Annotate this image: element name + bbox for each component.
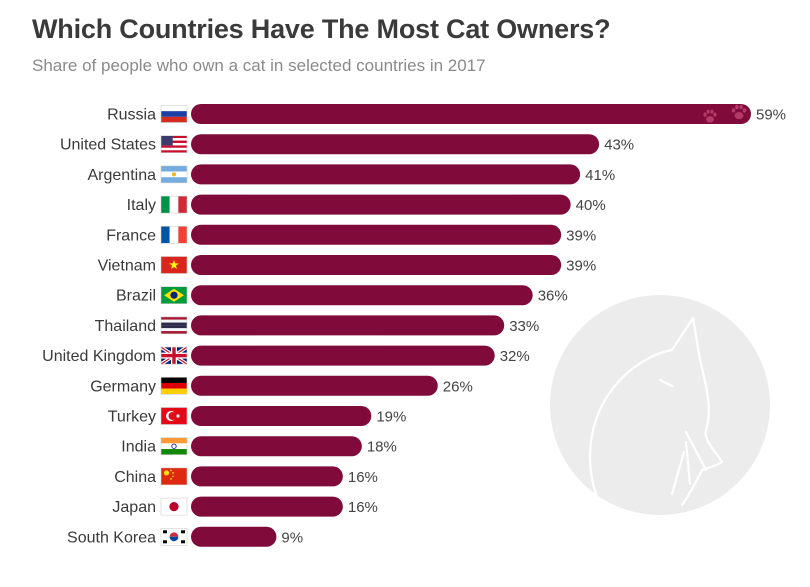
chart-row: United States 43% [60,134,634,155]
bar [191,285,533,306]
flag-united-states-icon [160,135,188,153]
chart-row: Brazil 36% [116,285,568,306]
flag-south-korea-icon [160,527,188,546]
value-label: 36% [538,288,568,305]
value-label: 41% [585,167,615,184]
chart-row: France 39% [106,224,596,245]
bar [191,345,495,366]
category-label: India [121,439,156,456]
bar [191,194,571,215]
bar [191,164,581,185]
category-label: Vietnam [98,258,156,275]
flag-brazil-icon [160,286,188,305]
bar [191,526,277,547]
chart-row: South Korea 9% [67,526,303,547]
value-label: 39% [566,227,596,244]
value-label: 59% [756,107,786,124]
bar [191,375,438,396]
category-label: Brazil [116,288,156,305]
chart-row: Japan 16% [112,496,378,517]
bar [191,315,505,336]
value-label: 16% [348,469,378,486]
paw-print-icon [731,104,747,120]
flag-france-icon [160,226,188,244]
flag-india-icon [160,437,188,456]
chart-row: Thailand 33% [95,315,539,336]
flag-argentina-icon [160,165,188,184]
bar [191,466,343,487]
flag-china-icon [160,467,188,486]
chart-row: Vietnam 39% [98,255,596,275]
value-label: 9% [281,529,303,546]
value-label: 43% [604,137,634,154]
flag-germany-icon [160,376,188,395]
chart-rows: Russia 59% United States 43% Argentina 41% Ita… [42,104,786,547]
bar [191,224,562,245]
chart-row: Turkey 19% [108,406,406,426]
flag-turkey-icon [160,407,188,425]
background-circle [550,295,770,515]
flag-italy-icon [160,195,188,214]
cat-outline-icon [589,316,724,507]
chart-row: United Kingdom 32% [42,345,530,366]
chart-row: Germany 26% [90,375,473,396]
bar [191,496,343,517]
category-label: Germany [90,378,156,395]
chart-subtitle: Share of people who own a cat in selecte… [32,56,486,75]
bar [191,406,372,426]
value-label: 19% [376,409,406,426]
flag-russia-icon [160,105,188,123]
bar [191,255,562,275]
value-label: 26% [443,378,473,395]
category-label: Thailand [95,318,156,335]
chart-row: Russia 59% [107,104,786,124]
value-label: 33% [509,318,539,335]
flag-united-kingdom-icon [160,345,188,366]
category-label: Russia [107,107,156,124]
category-label: Argentina [88,167,157,184]
value-label: 40% [576,197,606,214]
chart-row: China 16% [114,466,378,487]
paw-print-icon [703,109,717,123]
value-label: 18% [367,439,397,456]
chart-row: Italy 40% [127,194,606,215]
flag-japan-icon [160,497,188,516]
category-label: South Korea [67,529,156,546]
value-label: 39% [566,258,596,275]
value-label: 16% [348,499,378,516]
category-label: Japan [112,499,156,516]
category-label: United Kingdom [42,348,156,365]
flag-vietnam-icon [160,256,188,274]
category-label: France [106,227,156,244]
bar [191,104,751,124]
value-label: 32% [500,348,530,365]
chart-row: Argentina 41% [88,164,615,185]
chart-title: Which Countries Have The Most Cat Owners… [32,14,611,44]
cat-illustration [550,295,770,515]
category-label: United States [60,137,156,154]
category-label: China [114,469,156,486]
flag-thailand-icon [160,316,188,335]
chart-row: India 18% [121,436,397,457]
category-label: Turkey [108,409,156,426]
bar [191,134,600,155]
category-label: Italy [127,197,156,214]
bar [191,436,362,457]
